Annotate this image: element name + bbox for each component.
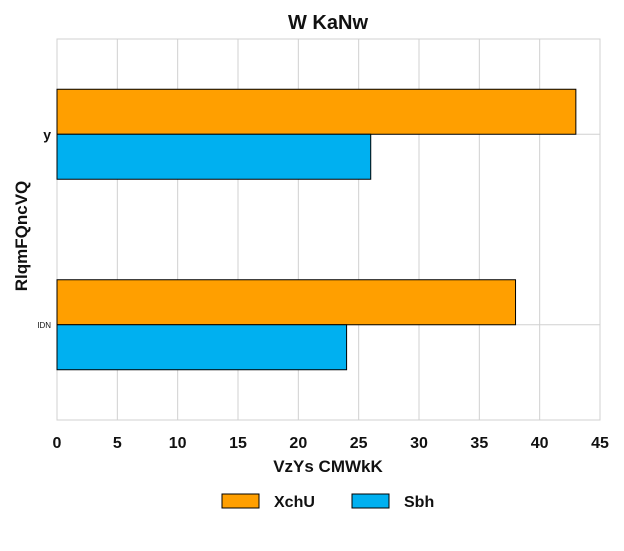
x-tick-label: 25: [350, 435, 368, 452]
x-tick-label: 45: [591, 435, 609, 452]
y-axis-title: RlqmFQncVQ: [12, 181, 31, 292]
legend-label-XchU: XchU: [274, 494, 315, 511]
legend-swatch-XchU: [221, 493, 260, 509]
bar-XchU-IDN: [56, 279, 517, 326]
bar-Sbh-y: [56, 133, 372, 180]
x-tick-label: 30: [410, 435, 428, 452]
x-tick-label: 35: [470, 435, 488, 452]
y-category-labels: y IDN: [37, 126, 51, 330]
chart-title: W KaNw: [288, 12, 368, 34]
bars: [56, 88, 577, 371]
bar-Sbh-IDN: [56, 324, 348, 371]
bar-XchU-y: [56, 88, 577, 135]
x-tick-label: 20: [289, 435, 307, 452]
legend-label-Sbh: Sbh: [404, 494, 434, 511]
x-tick-labels: 0 5 10 15 20 25 30 35 40 45: [53, 435, 609, 452]
x-tick-label: 0: [53, 435, 62, 452]
x-tick-label: 15: [229, 435, 247, 452]
y-tick-label-y: y: [43, 126, 51, 142]
legend-swatch-Sbh: [351, 493, 390, 509]
y-tick-label-IDN: IDN: [37, 321, 51, 330]
x-axis-title: VzYs CMWkK: [273, 457, 383, 476]
x-tick-label: 40: [531, 435, 549, 452]
legend: XchU Sbh: [221, 493, 434, 511]
x-tick-label: 10: [169, 435, 187, 452]
x-tick-label: 5: [113, 435, 122, 452]
